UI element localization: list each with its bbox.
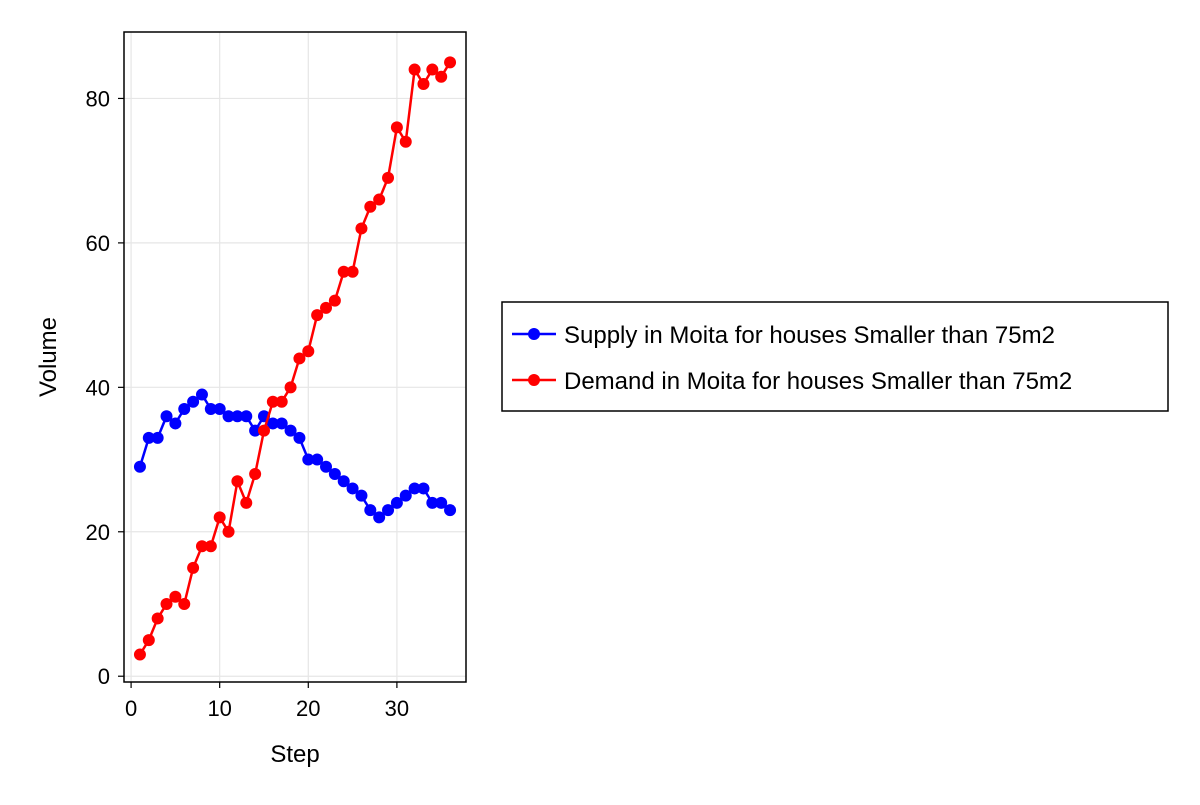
data-point [169,590,182,603]
data-point [320,460,333,473]
legend-marker [528,374,540,386]
data-point [408,63,421,76]
data-point [266,395,279,408]
data-point [293,431,306,444]
series-demand [133,56,457,661]
data-point [231,410,244,423]
data-point [373,193,386,206]
legend-marker [528,328,540,340]
data-point [240,410,253,423]
data-point [302,453,315,466]
data-point [311,453,324,466]
y-tick-label: 0 [98,664,110,689]
y-tick-label: 20 [86,520,110,545]
y-tick-label: 60 [86,231,110,256]
data-point [231,475,244,488]
data-point [275,395,288,408]
data-point [399,135,412,148]
data-point [373,511,386,524]
series-supply [133,388,457,524]
data-point [133,460,146,473]
legend-entry: Supply in Moita for houses Smaller than … [512,322,1055,349]
data-point [390,496,403,509]
data-point [142,431,155,444]
axis-ticks: 0 10 20 30 0 20 40 60 80 [86,86,410,721]
data-point [382,171,395,184]
data-point [204,540,217,553]
legend-entry: Demand in Moita for houses Smaller than … [512,368,1072,395]
legend: Supply in Moita for houses Smaller than … [501,301,1169,412]
x-axis-title: Step [270,741,319,768]
data-point [328,294,341,307]
y-tick-label: 80 [86,86,110,111]
plot-frame [123,31,467,683]
x-tick-label: 10 [207,696,231,721]
data-point [302,345,315,358]
data-point [178,403,191,415]
data-point [311,309,324,322]
data-point [275,417,288,430]
data-point [257,424,270,437]
data-point [151,431,164,444]
data-point [444,504,457,517]
data-point [364,504,377,517]
data-point [187,561,200,574]
x-tick-label: 0 [125,696,137,721]
data-point [346,482,359,495]
data-point [151,612,164,625]
data-point [142,634,155,647]
y-tick-label: 40 [86,375,110,400]
series-layer [133,56,457,661]
data-point [328,468,341,480]
data-point [284,381,297,394]
data-point [249,424,262,437]
data-point [417,78,430,90]
data-point [187,395,200,408]
data-point [160,410,173,423]
x-tick-label: 20 [296,696,320,721]
data-point [195,540,208,553]
data-point [408,482,421,495]
legend-box [501,301,1169,412]
data-point [222,410,235,423]
data-point [435,496,448,509]
data-point [399,489,412,502]
data-point [240,496,253,509]
data-point [293,352,306,365]
data-point [382,504,395,517]
data-point [337,475,350,488]
data-point [435,70,448,83]
data-point [426,496,439,509]
data-point [444,56,457,69]
data-point [213,511,226,524]
data-point [346,265,359,278]
data-point [204,403,217,415]
data-point [266,417,279,430]
data-point [390,121,403,134]
data-point [364,200,377,213]
data-point [355,222,368,235]
data-point [160,598,173,610]
data-point [249,468,262,480]
x-tick-label: 30 [385,696,409,721]
data-point [178,598,191,610]
data-point [337,265,350,278]
y-axis-title: Volume [35,317,62,397]
data-point [222,525,235,538]
data-point [195,388,208,401]
data-point [133,648,146,661]
legend-label: Demand in Moita for houses Smaller than … [564,368,1072,395]
data-point [355,489,368,502]
data-point [169,417,182,430]
data-point [213,403,226,415]
data-point [417,482,430,495]
data-point [284,424,297,437]
data-point [426,63,439,76]
legend-label: Supply in Moita for houses Smaller than … [564,322,1055,349]
data-point [320,301,333,314]
